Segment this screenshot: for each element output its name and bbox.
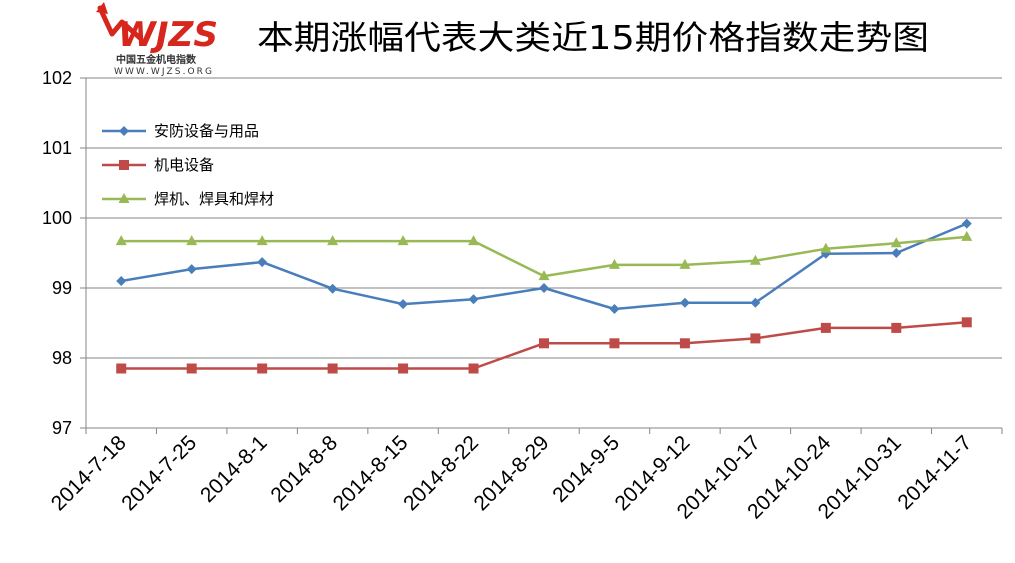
series-1 bbox=[116, 218, 972, 314]
data-point bbox=[679, 258, 691, 269]
data-point bbox=[820, 242, 832, 253]
y-tick-label: 102 bbox=[42, 68, 72, 88]
logo: WJZS 中国五金机电指数 WWW.WJZS.ORG bbox=[96, 2, 218, 77]
data-point bbox=[257, 363, 268, 374]
data-point bbox=[961, 230, 973, 241]
data-point bbox=[891, 248, 902, 258]
y-tick-label: 97 bbox=[52, 418, 72, 438]
data-point bbox=[257, 257, 268, 268]
data-point bbox=[891, 322, 902, 333]
data-point bbox=[186, 363, 197, 374]
data-point bbox=[890, 237, 902, 248]
data-point bbox=[679, 338, 690, 349]
data-point bbox=[468, 235, 480, 246]
series-2 bbox=[116, 317, 972, 374]
logo-brand: WJZS bbox=[118, 15, 218, 55]
data-point bbox=[609, 338, 620, 349]
x-tick-label: 2014-8-29 bbox=[470, 431, 554, 515]
x-tick-label: 2014-11-7 bbox=[893, 431, 976, 514]
logo-url: WWW.WJZS.ORG bbox=[114, 67, 212, 77]
data-point bbox=[539, 283, 549, 293]
data-point bbox=[750, 333, 761, 344]
data-point bbox=[397, 235, 409, 246]
x-tick-label: 2014-7-18 bbox=[47, 431, 131, 515]
legend-item: 焊机、焊具和焊材 bbox=[102, 190, 274, 208]
series-3 bbox=[115, 230, 973, 281]
data-point bbox=[679, 297, 690, 308]
x-tick-label: 2014-8-22 bbox=[399, 431, 483, 515]
data-point bbox=[327, 283, 338, 294]
data-point bbox=[608, 258, 620, 269]
data-point bbox=[749, 254, 761, 265]
legend-item: 安防设备与用品 bbox=[102, 122, 259, 140]
y-tick-label: 99 bbox=[52, 278, 72, 298]
x-tick-label: 2014-8-15 bbox=[329, 431, 413, 515]
data-point bbox=[750, 297, 761, 308]
y-tick-label: 100 bbox=[42, 208, 72, 228]
data-point bbox=[538, 270, 550, 281]
data-point bbox=[609, 304, 620, 314]
data-point bbox=[468, 363, 479, 374]
y-tick-label: 98 bbox=[52, 348, 72, 368]
data-point bbox=[116, 276, 127, 286]
y-tick-label: 101 bbox=[42, 138, 72, 158]
legend-label: 安防设备与用品 bbox=[154, 122, 259, 140]
data-point bbox=[961, 317, 972, 328]
data-point bbox=[398, 363, 409, 374]
data-point bbox=[961, 218, 972, 229]
series bbox=[115, 218, 973, 374]
data-point bbox=[327, 235, 339, 246]
series-line bbox=[121, 222, 968, 311]
data-point bbox=[115, 235, 127, 246]
legend-marker bbox=[119, 126, 129, 136]
data-point bbox=[116, 363, 127, 374]
legend-item: 机电设备 bbox=[102, 156, 214, 174]
legend-label: 焊机、焊具和焊材 bbox=[154, 190, 274, 208]
data-point bbox=[186, 264, 197, 275]
data-point bbox=[539, 338, 549, 349]
x-tick-label: 2014-7-25 bbox=[117, 431, 201, 515]
data-point bbox=[186, 235, 198, 246]
legend-marker bbox=[119, 160, 129, 170]
legend-marker bbox=[118, 193, 130, 203]
grid bbox=[86, 77, 1002, 359]
logo-cn-name: 中国五金机电指数 bbox=[116, 53, 197, 66]
data-point bbox=[327, 363, 338, 374]
data-point bbox=[398, 299, 409, 310]
data-point bbox=[256, 235, 268, 246]
legend-label: 机电设备 bbox=[154, 156, 214, 174]
data-point bbox=[820, 322, 831, 333]
data-point bbox=[468, 294, 479, 305]
logo-arrow-icon bbox=[96, 2, 143, 41]
chart-title: 本期涨幅代表大类近15期价格指数走势图 bbox=[257, 18, 929, 57]
x-tick-label: 2014-8-1 bbox=[196, 431, 272, 507]
